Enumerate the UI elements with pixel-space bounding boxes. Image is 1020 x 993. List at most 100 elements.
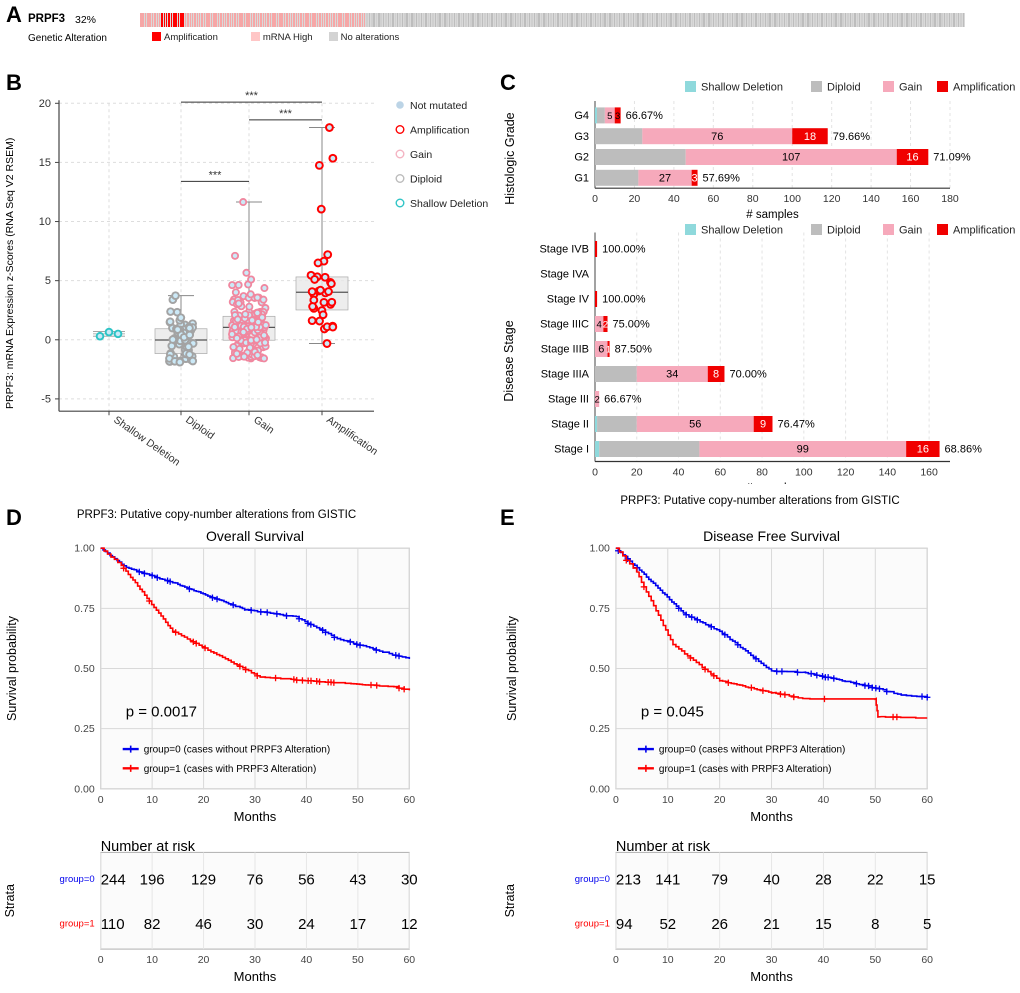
svg-text:group=0: group=0: [60, 874, 95, 885]
svg-text:Diploid: Diploid: [183, 414, 216, 442]
svg-text:0: 0: [98, 794, 104, 806]
svg-text:57.69%: 57.69%: [703, 173, 741, 185]
svg-text:Survival probability: Survival probability: [5, 615, 19, 721]
svg-text:# samples: # samples: [746, 209, 799, 221]
svg-text:10: 10: [146, 794, 158, 806]
svg-text:50: 50: [352, 794, 364, 806]
svg-text:50: 50: [352, 954, 364, 966]
svg-text:Months: Months: [750, 969, 793, 984]
svg-text:76.47%: 76.47%: [778, 419, 816, 431]
svg-text:1.00: 1.00: [74, 543, 95, 555]
svg-text:Strata: Strata: [503, 884, 517, 917]
svg-text:group=1 (cases with PRPF3 Alte: group=1 (cases with PRPF3 Alteration): [659, 764, 832, 775]
svg-text:***: ***: [279, 108, 293, 120]
svg-text:8: 8: [871, 916, 879, 933]
svg-text:Gain: Gain: [899, 82, 922, 94]
svg-text:Stage IVB: Stage IVB: [539, 244, 589, 256]
svg-text:12: 12: [401, 916, 418, 933]
svg-text:Stage IIIA: Stage IIIA: [541, 369, 590, 381]
svg-text:244: 244: [101, 872, 126, 889]
svg-text:46: 46: [195, 916, 212, 933]
svg-text:160: 160: [902, 193, 920, 205]
svg-text:Strata: Strata: [3, 884, 17, 917]
svg-text:0.00: 0.00: [74, 783, 95, 795]
svg-text:68.86%: 68.86%: [945, 444, 983, 456]
svg-text:17: 17: [350, 916, 367, 933]
svg-text:100: 100: [783, 193, 801, 205]
svg-text:Amplification: Amplification: [953, 225, 1015, 237]
svg-text:40: 40: [818, 954, 830, 966]
svg-text:30: 30: [249, 794, 261, 806]
svg-text:Diploid: Diploid: [827, 225, 861, 237]
svg-text:group=0 (cases without PRPF3 A: group=0 (cases without PRPF3 Alteration): [659, 745, 845, 756]
svg-text:50: 50: [869, 794, 881, 806]
svg-text:21: 21: [763, 916, 780, 933]
svg-text:Months: Months: [750, 809, 793, 823]
svg-text:2: 2: [603, 320, 608, 331]
svg-text:71.09%: 71.09%: [933, 152, 971, 164]
svg-text:60: 60: [921, 794, 933, 806]
svg-text:40: 40: [301, 954, 313, 966]
svg-text:26: 26: [711, 916, 728, 933]
svg-text:Gain: Gain: [410, 149, 432, 161]
svg-text:G2: G2: [574, 152, 589, 164]
svg-text:5: 5: [607, 111, 612, 122]
svg-text:20: 20: [39, 98, 51, 110]
svg-text:100.00%: 100.00%: [602, 294, 646, 306]
svg-text:94: 94: [616, 916, 633, 933]
svg-text:60: 60: [403, 954, 415, 966]
svg-text:20: 20: [631, 467, 643, 479]
svg-text:56: 56: [298, 872, 315, 889]
svg-text:Histologic Grade: Histologic Grade: [503, 112, 517, 204]
svg-text:0: 0: [613, 794, 619, 806]
svg-text:43: 43: [350, 872, 367, 889]
svg-text:60: 60: [403, 794, 415, 806]
svg-text:140: 140: [879, 467, 897, 479]
svg-text:22: 22: [867, 872, 884, 889]
svg-text:G3: G3: [574, 131, 589, 143]
svg-text:80: 80: [756, 467, 768, 479]
svg-text:160: 160: [920, 467, 938, 479]
svg-text:group=0: group=0: [575, 874, 610, 885]
svg-text:# samples: # samples: [746, 483, 799, 485]
svg-text:Disease Stage: Disease Stage: [502, 320, 516, 401]
svg-text:80: 80: [747, 193, 759, 205]
svg-text:10: 10: [662, 794, 674, 806]
svg-text:60: 60: [714, 467, 726, 479]
svg-text:Gain: Gain: [899, 225, 922, 237]
svg-text:110: 110: [101, 916, 125, 933]
svg-text:20: 20: [714, 954, 726, 966]
svg-text:Shallow Deletion: Shallow Deletion: [701, 82, 783, 94]
svg-text:27: 27: [659, 173, 671, 185]
svg-text:0.50: 0.50: [589, 663, 610, 675]
svg-text:60: 60: [707, 193, 719, 205]
svg-text:28: 28: [815, 872, 832, 889]
svg-text:76: 76: [711, 131, 723, 143]
svg-text:20: 20: [714, 794, 726, 806]
svg-text:99: 99: [797, 444, 809, 456]
svg-text:Disease Free Survival: Disease Free Survival: [703, 528, 840, 544]
svg-text:group=1: group=1: [575, 918, 610, 929]
svg-text:66.67%: 66.67%: [626, 110, 664, 122]
svg-text:***: ***: [245, 90, 259, 102]
svg-text:50: 50: [869, 954, 881, 966]
svg-text:Stage II: Stage II: [551, 419, 589, 431]
svg-text:9: 9: [760, 419, 766, 431]
svg-text:70.00%: 70.00%: [729, 369, 767, 381]
svg-text:8: 8: [713, 369, 719, 381]
svg-text:140: 140: [862, 193, 880, 205]
svg-text:120: 120: [837, 467, 855, 479]
svg-text:Stage IIIC: Stage IIIC: [540, 319, 589, 331]
svg-text:0.75: 0.75: [74, 603, 95, 615]
svg-text:107: 107: [782, 152, 800, 164]
svg-text:52: 52: [659, 916, 676, 933]
svg-text:15: 15: [815, 916, 832, 933]
svg-text:40: 40: [301, 794, 313, 806]
svg-text:group=1: group=1: [60, 918, 95, 929]
svg-text:Overall Survival: Overall Survival: [206, 528, 304, 544]
svg-text:15: 15: [39, 157, 51, 169]
svg-text:56: 56: [689, 419, 701, 431]
svg-text:Gain: Gain: [251, 414, 276, 437]
svg-text:5: 5: [923, 916, 931, 933]
svg-text:100: 100: [795, 467, 813, 479]
